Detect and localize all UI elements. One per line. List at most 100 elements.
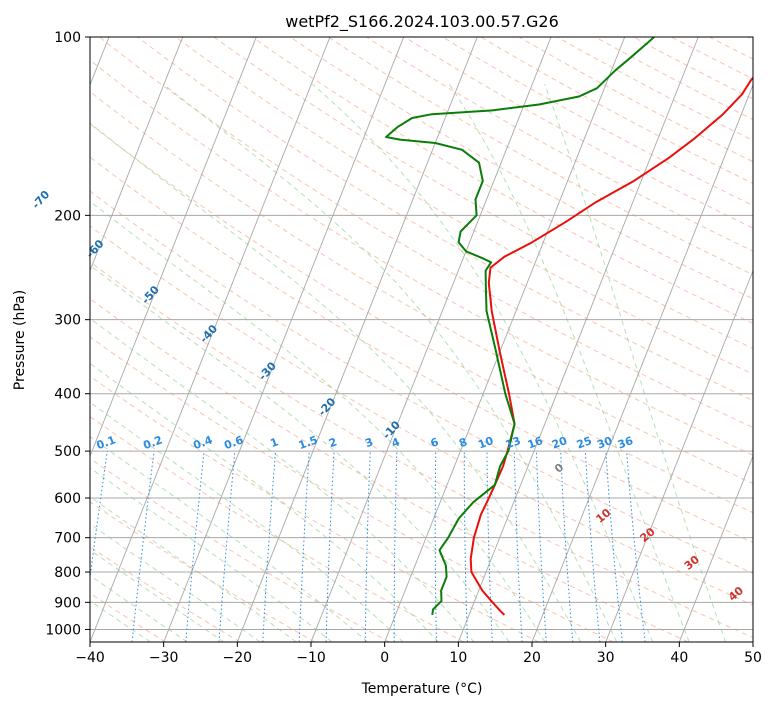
x-tick-label: 0 (380, 650, 389, 666)
mixing-ratio-line (185, 451, 205, 642)
mixing-ratio-label: 25 (575, 434, 594, 451)
background-lines (90, 24, 775, 642)
mixing-ratio-label: 1.5 (297, 433, 320, 452)
moist-adiabat-label: 30 (682, 553, 702, 573)
moist-adiabat (311, 83, 654, 642)
mixing-ratio-label: 3 (363, 435, 375, 450)
isotherm (605, 269, 753, 642)
mixing-ratio-line (262, 451, 276, 642)
mixing-ratio-label: 10 (476, 434, 495, 452)
mixing-ratio-line (463, 451, 468, 642)
isotherm (531, 83, 753, 642)
moist-adiabat (90, 436, 369, 642)
moist-adiabat (90, 200, 546, 642)
dry-adiabat (632, 37, 753, 100)
y-tick-label: 400 (54, 387, 81, 403)
dry-adiabat (98, 37, 753, 429)
dry-adiabat (365, 37, 753, 252)
moist-adiabat (162, 83, 618, 642)
dry-adiabat (90, 375, 540, 642)
dry-adiabat (479, 37, 753, 184)
series-layer (385, 37, 753, 616)
isotherm (310, 37, 552, 642)
temperature-profile (469, 76, 753, 616)
x-axis-label: Temperature (°C) (361, 681, 483, 697)
line-labels: 0.10.20.40.611.52346810131620253036-100-… (29, 188, 746, 604)
mixing-ratio-label: 36 (616, 434, 635, 452)
dry-adiabat (213, 37, 753, 350)
y-tick-label: 300 (54, 313, 81, 329)
mixing-ratio-line (364, 451, 371, 642)
x-tick-label: 20 (523, 650, 541, 666)
mixing-ratio-label: 30 (595, 434, 614, 452)
mixing-ratio-label: 0.4 (192, 433, 215, 452)
y-tick-label: 800 (54, 565, 81, 581)
moist-adiabat (90, 362, 439, 642)
moist-adiabat (90, 467, 333, 642)
mixing-ratio-line (626, 451, 646, 642)
mixing-ratio-label: 6 (429, 435, 441, 450)
axis-ticks: −40 −30 −20 −10 0 10 20 30 40 5010020030040050060… (45, 30, 762, 666)
mixing-ratio-line (90, 451, 108, 582)
isotherm (384, 37, 626, 642)
moist-adiabat-label: 10 (593, 506, 613, 526)
mixing-ratio-line (486, 451, 493, 642)
dry-adiabat (90, 261, 753, 639)
mixing-ratio-line (513, 451, 523, 642)
dry-adiabat (708, 37, 753, 60)
dry-adiabat (90, 190, 753, 574)
dry-adiabat-label: -30 (256, 359, 279, 383)
dry-adiabat (174, 37, 753, 375)
y-tick-label: 700 (54, 531, 81, 547)
y-tick-label: 200 (54, 208, 81, 224)
dry-adiabat (90, 59, 753, 456)
moist-adiabat (90, 401, 404, 642)
x-tick-label: −20 (223, 650, 253, 666)
mixing-ratio-label: 16 (526, 434, 545, 452)
x-tick-label: −10 (296, 650, 326, 666)
dry-adiabat (518, 37, 753, 163)
dry-adiabat (594, 37, 753, 121)
dry-adiabat (441, 37, 753, 207)
y-tick-label: 100 (54, 30, 81, 46)
dry-adiabat-label: -20 (316, 395, 339, 419)
dry-adiabat (90, 336, 614, 642)
plot-frame (89, 36, 754, 643)
y-tick-label: 1000 (45, 622, 81, 638)
dry-adiabat-label: -60 (84, 237, 107, 261)
dry-adiabat (289, 37, 753, 300)
mixing-ratio-label: 20 (550, 434, 569, 452)
isotherm (678, 454, 753, 642)
dry-adiabat (90, 156, 753, 544)
moist-adiabat (90, 523, 261, 642)
moist-adiabat (544, 83, 727, 642)
x-tick-label: −30 (149, 650, 179, 666)
isotherm (752, 640, 753, 642)
chart-title: wetPf2_S166.2024.103.00.57.G26 (285, 12, 559, 32)
dry-adiabat (90, 90, 753, 485)
mixing-ratio-label: 1 (268, 435, 280, 450)
mixing-ratio-line (584, 451, 601, 642)
dry-adiabat (251, 37, 753, 324)
moist-adiabat (90, 264, 510, 642)
isotherm (236, 37, 478, 642)
mixing-ratio-line (131, 451, 155, 642)
dry-adiabat-label: -70 (29, 188, 52, 212)
moist-adiabat (90, 549, 225, 642)
dry-adiabat-label: -40 (197, 322, 220, 346)
dry-adiabat (760, 24, 775, 642)
x-tick-label: 50 (744, 650, 762, 666)
dewpoint-profile (385, 37, 655, 616)
x-tick-label: 30 (597, 650, 615, 666)
dry-adiabat (136, 37, 753, 402)
y-axis-label: Pressure (hPa) (12, 290, 28, 390)
x-tick-label: −40 (75, 650, 105, 666)
mixing-ratio-label: 0.6 (222, 433, 245, 452)
dry-adiabat (670, 37, 753, 80)
dry-adiabat (90, 501, 315, 642)
dry-adiabat (90, 123, 753, 514)
y-tick-label: 500 (54, 444, 81, 460)
mixing-ratio-line (535, 451, 547, 642)
isotherm (163, 37, 405, 642)
